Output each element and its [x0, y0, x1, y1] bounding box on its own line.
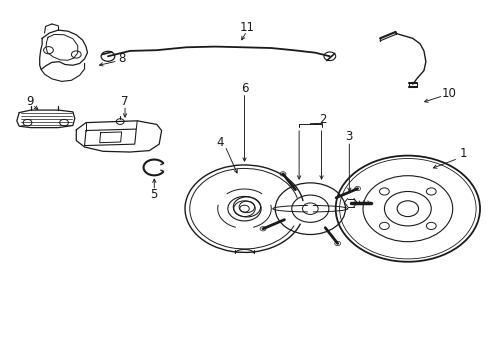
Text: 3: 3 — [345, 130, 352, 144]
Text: 1: 1 — [458, 147, 466, 159]
Text: 10: 10 — [441, 87, 456, 100]
Text: 4: 4 — [216, 136, 224, 149]
Text: 11: 11 — [239, 21, 254, 34]
Text: 8: 8 — [118, 51, 125, 64]
Text: 2: 2 — [318, 113, 325, 126]
Text: 6: 6 — [240, 82, 248, 95]
Text: 9: 9 — [26, 95, 34, 108]
Text: 7: 7 — [121, 95, 128, 108]
Text: 5: 5 — [150, 188, 158, 201]
